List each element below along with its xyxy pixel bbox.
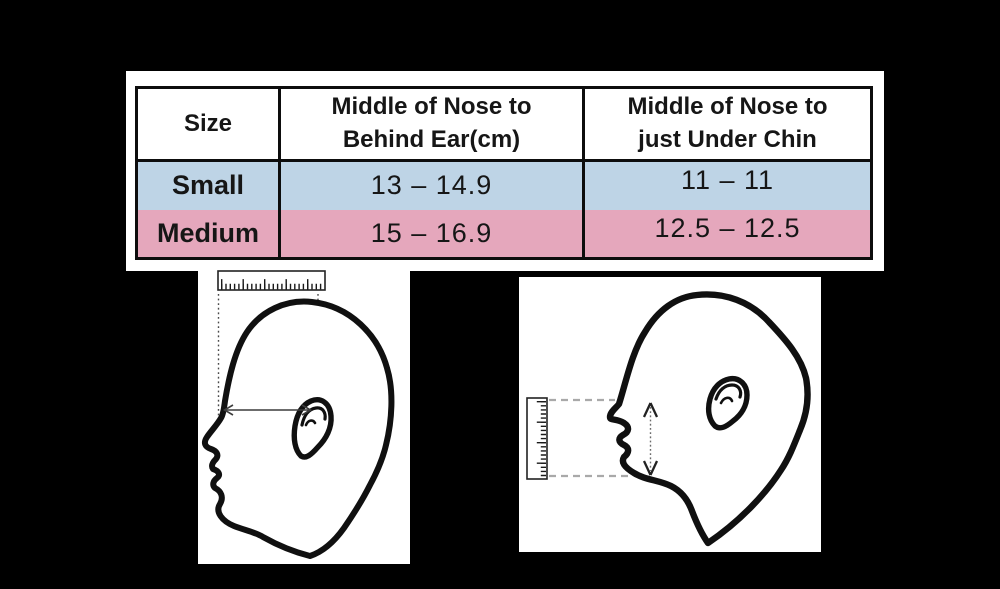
cell-value: 12.5 – 12.5: [654, 212, 801, 243]
head-profile-nose-to-ear-measurement-icon: [201, 270, 395, 559]
table-row-small: Small 13 – 14.9 11 – 11: [135, 160, 873, 210]
header-line: Middle of Nose to: [627, 93, 828, 121]
cell-size-small: Small: [135, 160, 281, 210]
header-line: Size: [183, 109, 233, 137]
nose-to-chin-arrow: [642, 402, 659, 476]
header-line: just Under Chin: [638, 126, 817, 153]
size-table: Size Middle of Nose to Behind Ear(cm) Mi…: [135, 86, 873, 260]
head-profile-nose-to-chin-measurement-icon: [526, 291, 811, 547]
cell-small-nose-to-ear: 13 – 14.9: [278, 160, 585, 210]
cell-medium-nose-to-ear: 15 – 16.9: [278, 209, 585, 259]
column-header-nose-to-chin: Middle of Nose to just Under Chin: [582, 87, 873, 162]
size-table-panel: Size Middle of Nose to Behind Ear(cm) Mi…: [126, 71, 884, 271]
column-header-size: Size: [135, 87, 281, 162]
header-row: Size Middle of Nose to Behind Ear(cm) Mi…: [135, 87, 873, 162]
nose-to-chin-figure-panel: [519, 277, 821, 552]
nose-to-ear-arrow: [222, 404, 313, 416]
table-row-medium: Medium 15 – 16.9 12.5 – 12.5: [135, 209, 873, 259]
ear-icon: [705, 375, 750, 431]
cell-medium-nose-to-chin: 12.5 – 12.5: [582, 209, 873, 259]
nose-to-ear-figure-panel: [198, 269, 410, 564]
ruler-icon: [526, 397, 548, 480]
cell-size-medium: Medium: [135, 209, 281, 259]
guide-lines: [549, 398, 628, 478]
cell-value: 11 – 11: [680, 165, 775, 196]
column-header-nose-to-ear: Middle of Nose to Behind Ear(cm): [278, 87, 585, 162]
ruler-icon: [217, 270, 326, 291]
header-line: Behind Ear(cm): [342, 126, 521, 153]
header-line: Middle of Nose to: [331, 93, 532, 121]
cell-small-nose-to-chin: 11 – 11: [582, 160, 873, 210]
